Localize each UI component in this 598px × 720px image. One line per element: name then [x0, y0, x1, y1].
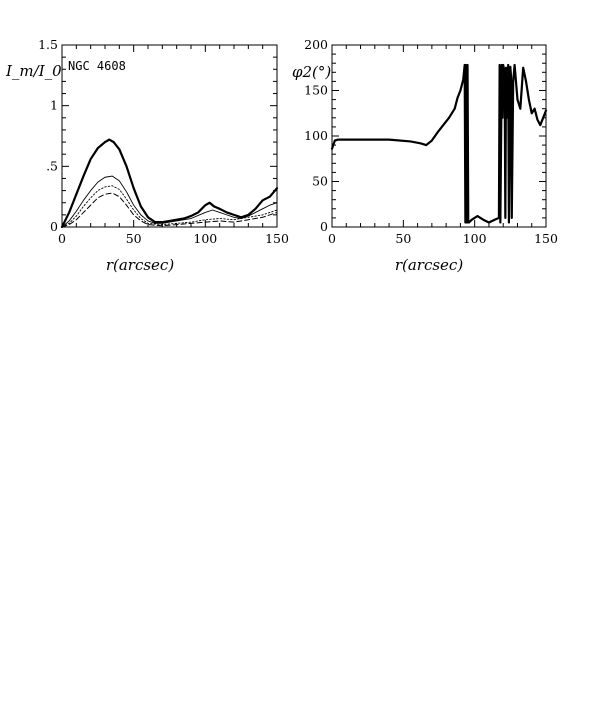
right-ticks: 0 50 100 150 0 50 100 150 200 — [304, 37, 558, 246]
right-y-tick-label: 100 — [304, 128, 328, 143]
left-plot-frame — [61, 44, 278, 228]
panel-left-chart: 0 50 100 150 0 .5 1 1.5 NGC 4608 I_m/I_0 r(arcs… — [5, 37, 289, 274]
left-series-dotted-line — [61, 185, 278, 228]
right-x-tick-label: 50 — [395, 231, 411, 246]
left-series-dashed-line — [61, 192, 278, 228]
left-x-tick-label: 150 — [265, 231, 289, 246]
left-y-tick-label: .5 — [46, 158, 58, 173]
figure: 0 50 100 150 0 .5 1 1.5 NGC 4608 I_m/I_0 r(arcs… — [5, 37, 558, 274]
left-y-axis-title: I_m/I_0 — [5, 62, 62, 80]
left-x-tick-label: 50 — [126, 231, 142, 246]
right-y-tick-label: 200 — [304, 37, 328, 52]
left-y-tick-label: 0 — [50, 219, 58, 234]
right-x-tick-label: 0 — [328, 231, 336, 246]
right-y-tick-label: 50 — [312, 174, 328, 189]
right-y-tick-label: 150 — [304, 83, 328, 98]
left-series-thick-solid-line — [60, 138, 279, 229]
left-x-tick-label: 0 — [58, 231, 66, 246]
left-x-tick-label: 100 — [193, 231, 217, 246]
panel-right-chart: 0 50 100 150 0 50 100 150 200 φ2(°) r(arcsec) — [292, 37, 558, 274]
left-y-tick-label: 1 — [50, 98, 58, 113]
right-series-thick-solid-line — [330, 63, 548, 224]
right-x-tick-label: 100 — [463, 231, 487, 246]
right-y-axis-title: φ2(°) — [292, 63, 331, 81]
left-series-thin-solid-line — [61, 175, 278, 228]
right-x-axis-title: r(arcsec) — [395, 256, 464, 274]
left-x-axis-title: r(arcsec) — [106, 256, 175, 274]
right-y-tick-label: 0 — [320, 219, 328, 234]
right-x-tick-label: 150 — [534, 231, 558, 246]
galaxy-label: NGC 4608 — [68, 59, 126, 73]
left-series-group — [60, 138, 279, 229]
right-series-group — [330, 63, 548, 224]
left-y-tick-label: 1.5 — [38, 37, 58, 52]
